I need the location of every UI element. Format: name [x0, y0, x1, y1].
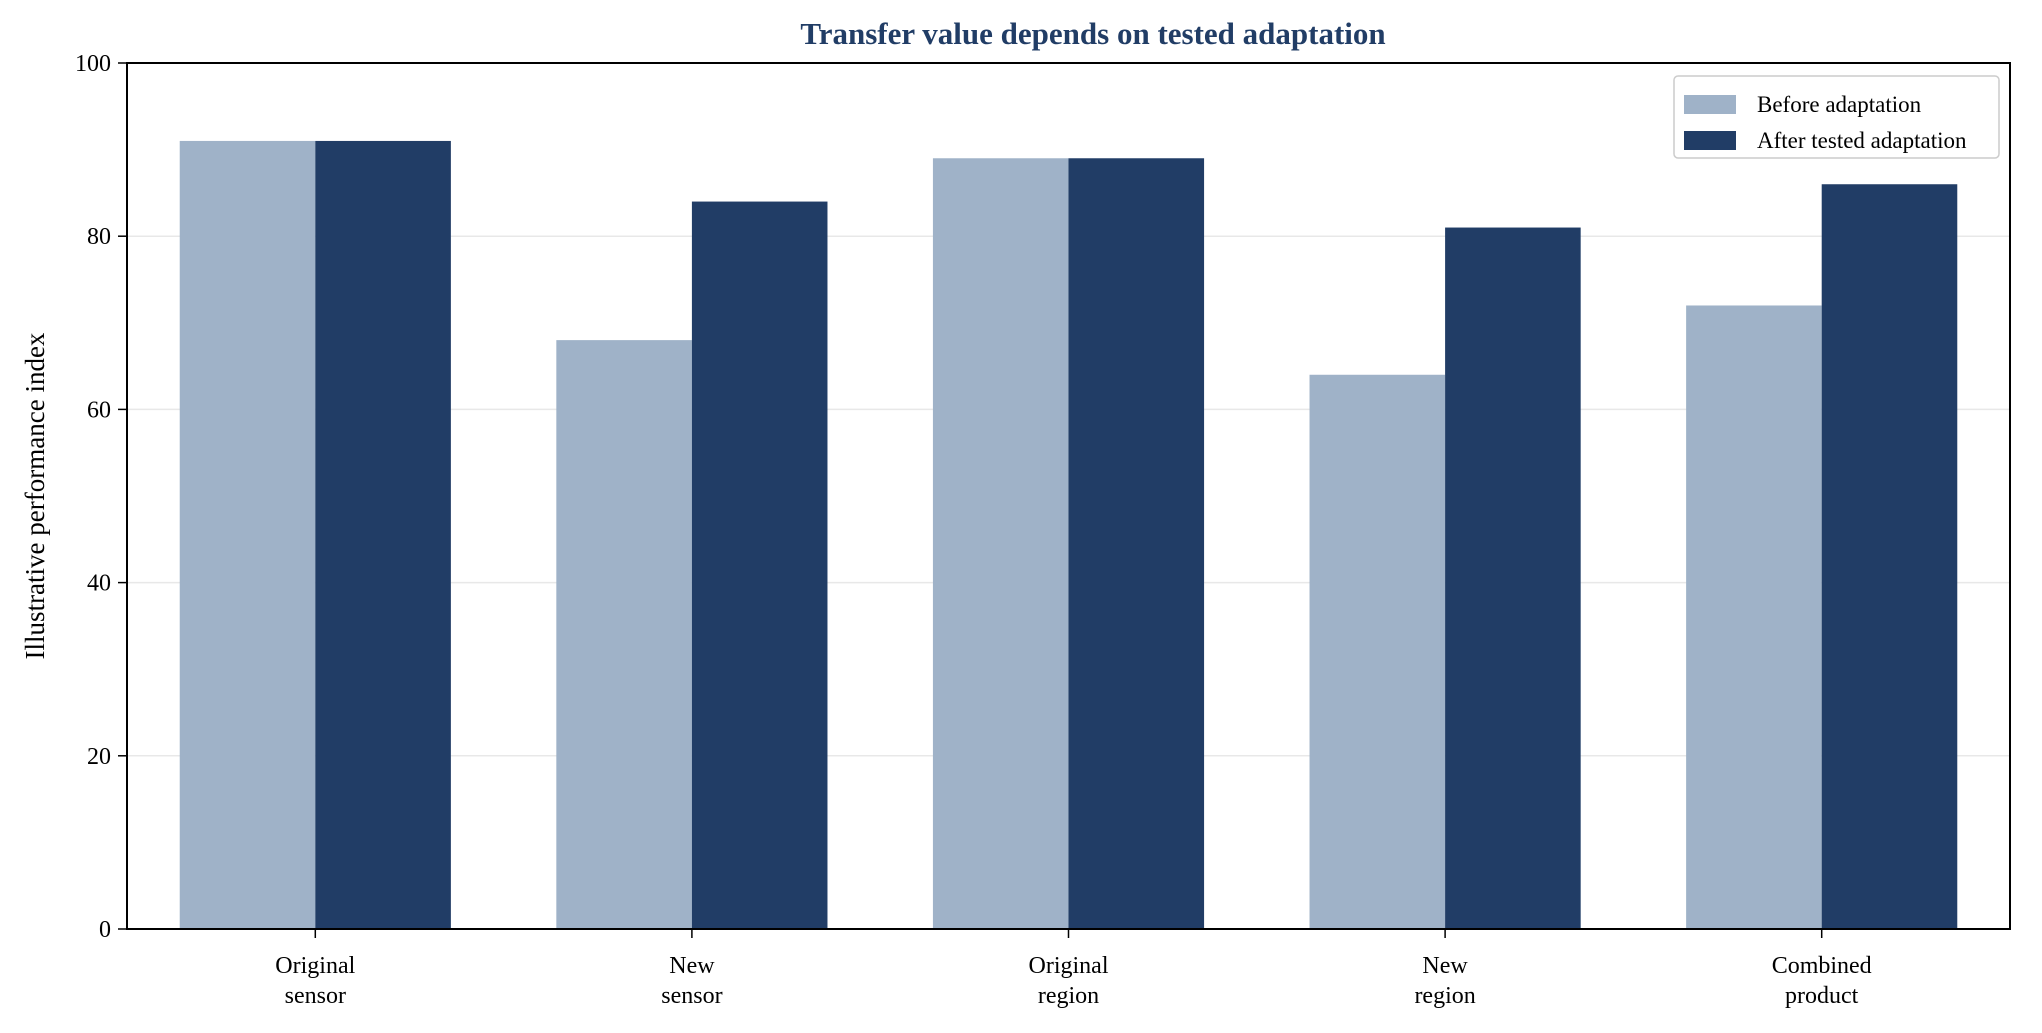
y-axis-ticks: 0 20 40 60 80 100: [75, 51, 127, 943]
x-tick-label-line: sensor: [661, 983, 722, 1009]
y-tick-label: 20: [87, 744, 111, 770]
bar-after-tested-adaptation-1: [691, 201, 828, 929]
bar-before-adaptation-3: [1309, 374, 1446, 929]
bar-after-tested-adaptation-0: [315, 140, 451, 929]
y-tick-label: 80: [87, 224, 111, 250]
y-axis-label: Illustrative performance index: [20, 332, 50, 659]
x-tick-label-line: region: [1038, 983, 1099, 1009]
y-tick-label: 60: [87, 397, 111, 423]
x-tick-label: Combined product: [1772, 953, 1872, 1009]
x-tick-label-line: New: [669, 953, 715, 979]
x-tick-label-line: sensor: [285, 983, 346, 1009]
bar-before-adaptation-4: [1686, 305, 1822, 930]
bar-before-adaptation-2: [932, 158, 1069, 929]
bar-after-tested-adaptation-2: [1068, 158, 1205, 929]
x-tick-label: Original sensor: [275, 953, 355, 1009]
legend: Before adaptation After tested adaptation: [1673, 75, 2000, 159]
bar-before-adaptation-0: [179, 140, 316, 929]
x-tick-label-line: Original: [1029, 953, 1109, 979]
x-tick-label-line: product: [1785, 983, 1859, 1009]
legend-label: Before adaptation: [1757, 92, 1922, 117]
y-tick-label: 100: [75, 51, 111, 77]
legend-label: After tested adaptation: [1757, 128, 1967, 153]
legend-frame: [1673, 75, 2000, 159]
y-tick-label: 40: [87, 571, 111, 597]
x-tick-label: Original region: [1029, 953, 1109, 1009]
x-tick-label: New sensor: [661, 953, 722, 1009]
bars: [179, 140, 1958, 930]
chart-title: Transfer value depends on tested adaptat…: [800, 16, 1385, 51]
bar-after-tested-adaptation-3: [1445, 227, 1581, 930]
bar-before-adaptation-1: [556, 340, 692, 929]
legend-swatch: [1684, 95, 1736, 114]
x-tick-label-line: Original: [275, 953, 355, 979]
x-tick-label-line: New: [1422, 953, 1468, 979]
x-tick-label-line: region: [1414, 983, 1475, 1009]
y-tick-label: 0: [99, 917, 111, 943]
x-tick-label-line: Combined: [1772, 953, 1872, 979]
legend-swatch: [1684, 131, 1736, 150]
x-tick-label: New region: [1414, 953, 1475, 1009]
bar-after-tested-adaptation-4: [1821, 184, 1958, 930]
